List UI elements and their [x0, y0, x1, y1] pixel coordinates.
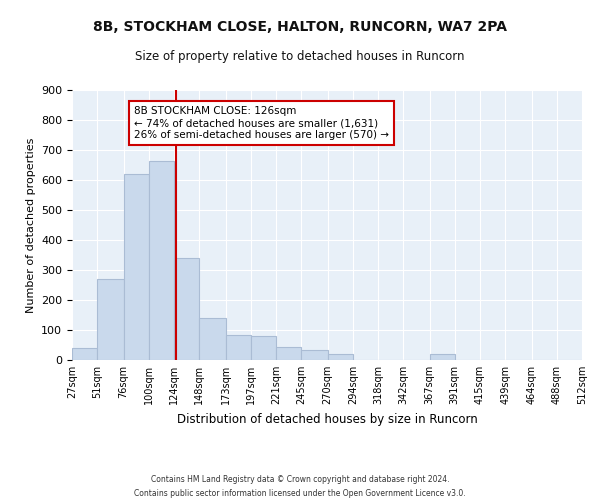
- Bar: [301, 350, 328, 360]
- Bar: [199, 318, 226, 360]
- Bar: [328, 354, 353, 360]
- Text: 8B STOCKHAM CLOSE: 126sqm
← 74% of detached houses are smaller (1,631)
26% of se: 8B STOCKHAM CLOSE: 126sqm ← 74% of detac…: [134, 106, 389, 140]
- Bar: [72, 348, 97, 360]
- Text: Size of property relative to detached houses in Runcorn: Size of property relative to detached ho…: [135, 50, 465, 63]
- Bar: [430, 354, 455, 360]
- Bar: [149, 160, 174, 360]
- Text: Contains HM Land Registry data © Crown copyright and database right 2024.
Contai: Contains HM Land Registry data © Crown c…: [134, 476, 466, 498]
- Bar: [174, 258, 199, 360]
- Y-axis label: Number of detached properties: Number of detached properties: [26, 138, 35, 312]
- Text: 8B, STOCKHAM CLOSE, HALTON, RUNCORN, WA7 2PA: 8B, STOCKHAM CLOSE, HALTON, RUNCORN, WA7…: [93, 20, 507, 34]
- Bar: [124, 174, 149, 360]
- Bar: [251, 336, 276, 360]
- Bar: [226, 334, 251, 360]
- Bar: [276, 346, 301, 360]
- X-axis label: Distribution of detached houses by size in Runcorn: Distribution of detached houses by size …: [176, 412, 478, 426]
- Bar: [97, 279, 124, 360]
